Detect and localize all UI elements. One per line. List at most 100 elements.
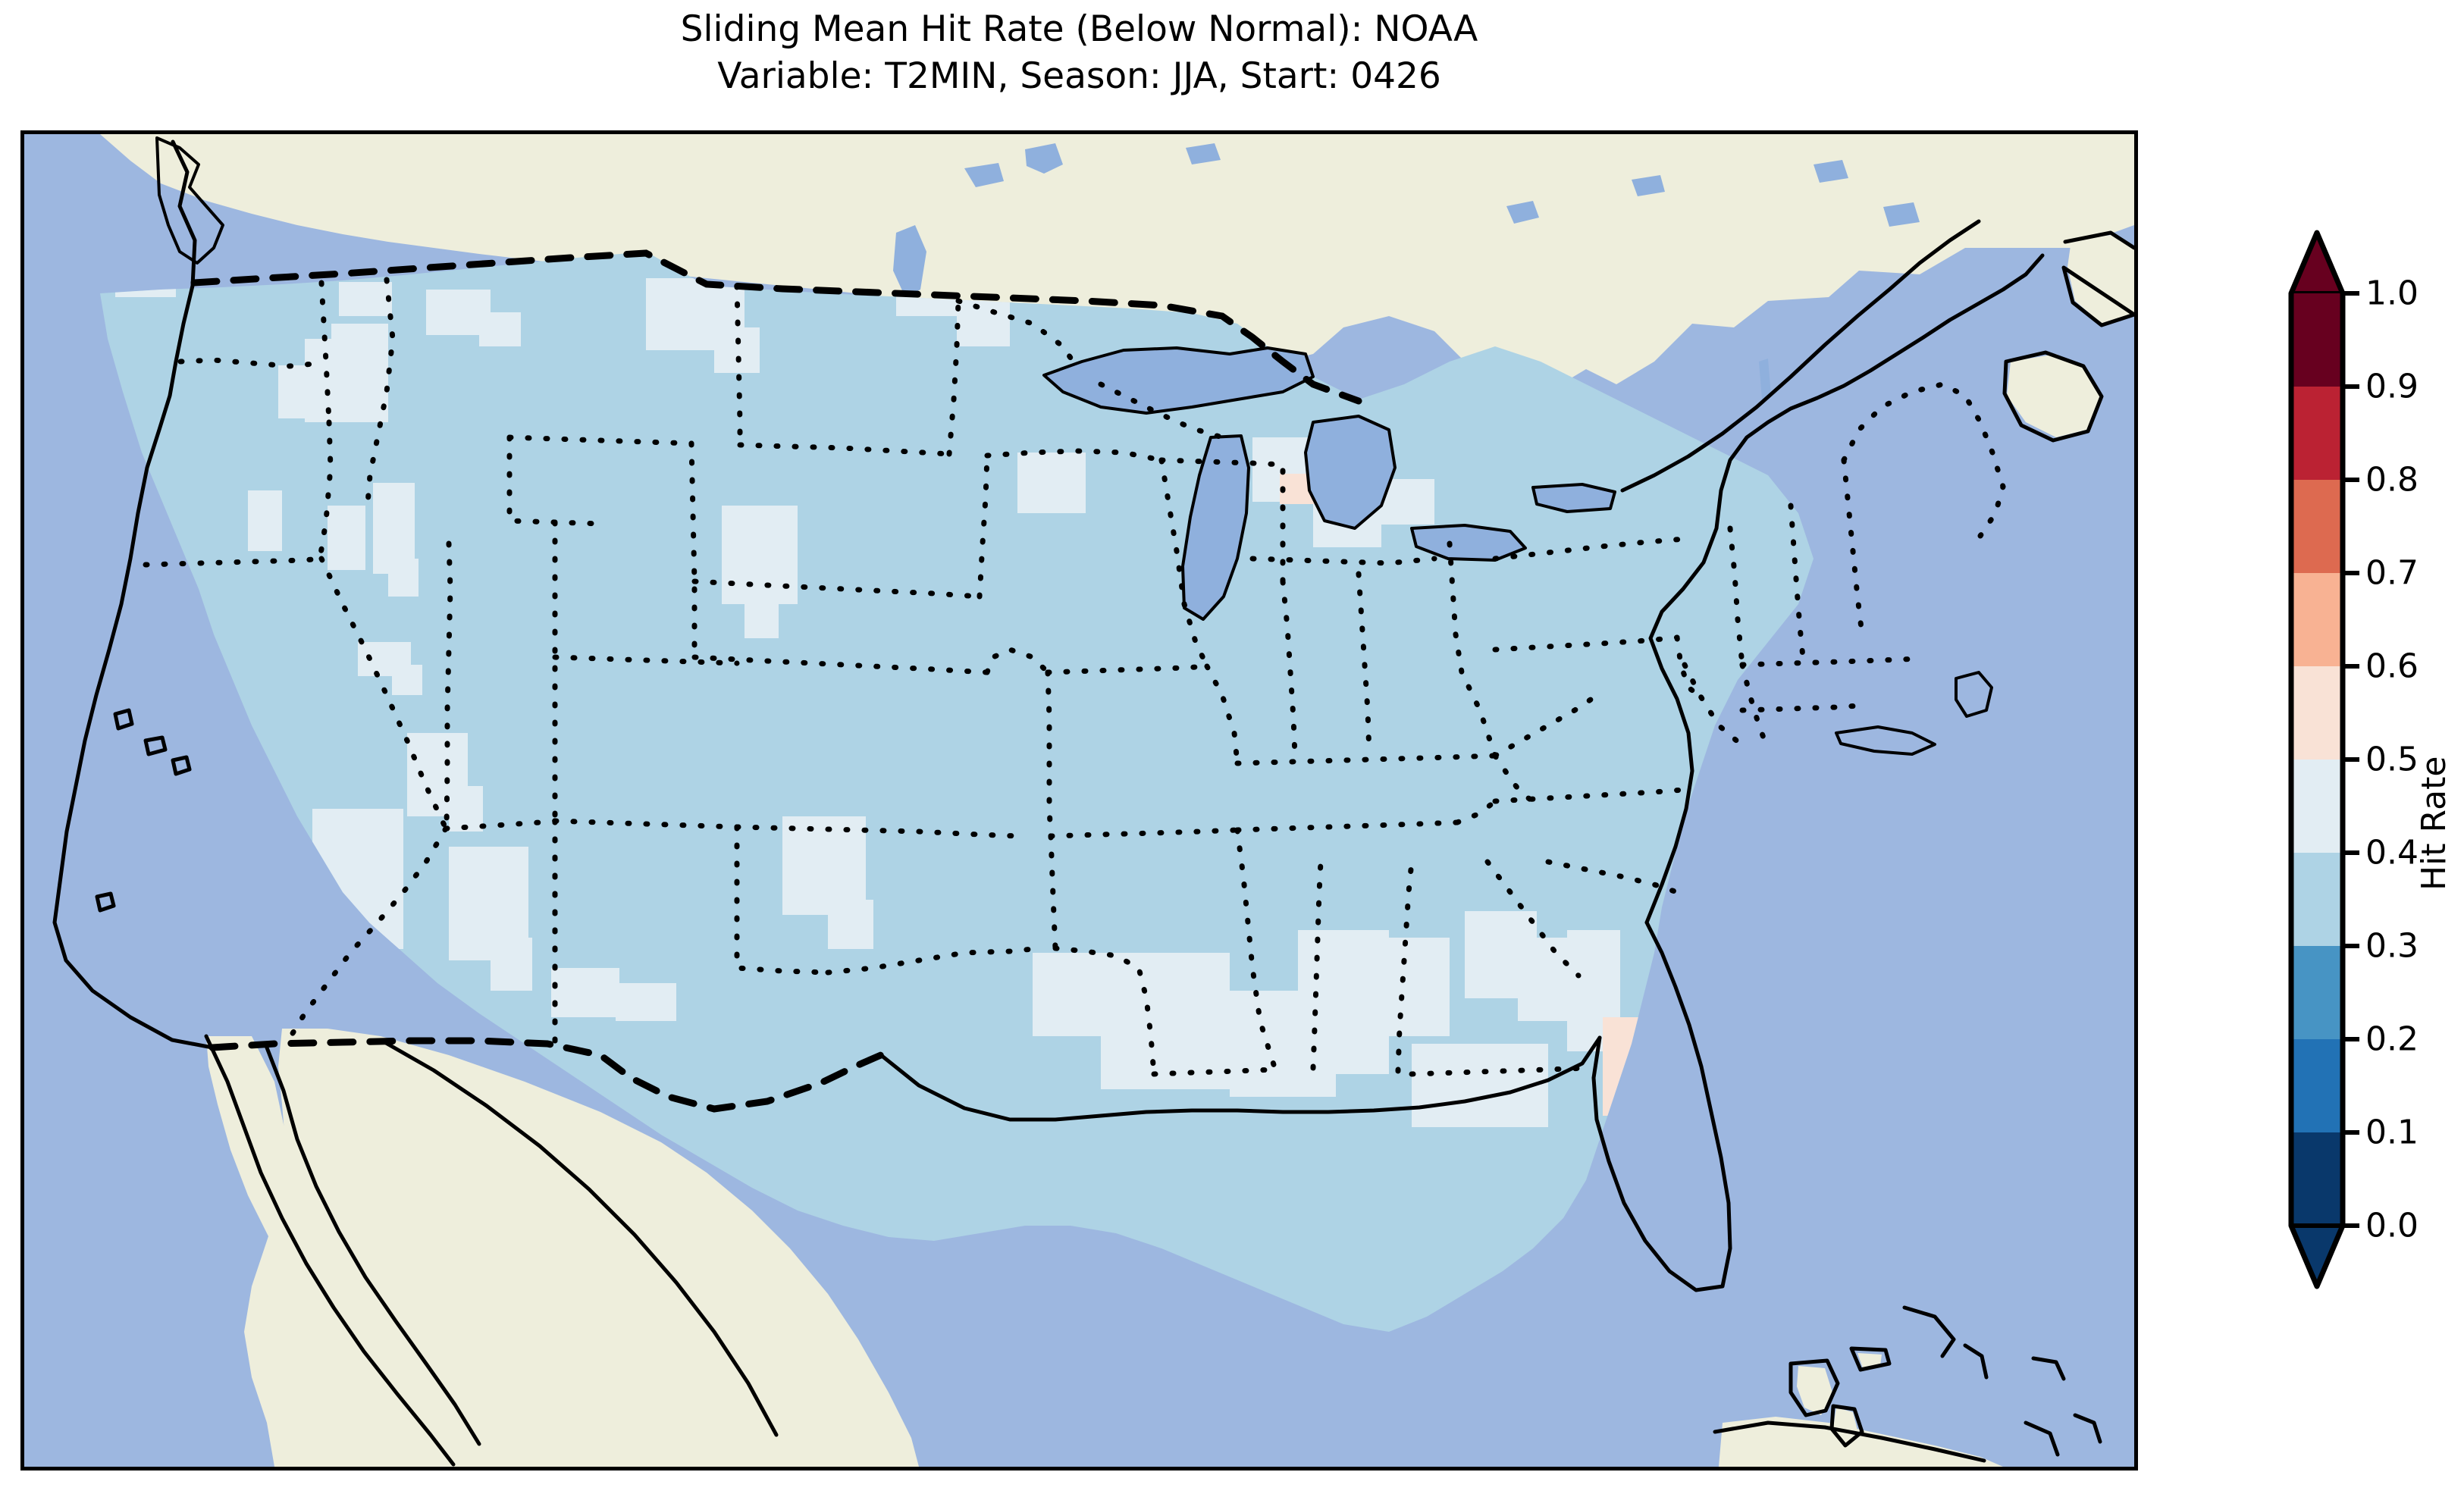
- colorbar-band: [2291, 387, 2343, 480]
- border-pa-md: [1492, 634, 1680, 653]
- colorbar-tick-label: 0.9: [2365, 367, 2419, 406]
- border-ct-ny: [1739, 703, 1862, 713]
- bahamas-islands: [1797, 1353, 1882, 1442]
- baja-peninsula: [206, 1036, 460, 1467]
- border-sd-ne: [691, 578, 983, 600]
- colorbar-axis-label: Hit Rate: [2415, 756, 2453, 891]
- border-wy-co: [552, 654, 740, 666]
- border-ne-ia-mo: [984, 647, 1051, 675]
- border-mi-wi-upper: [1098, 381, 1225, 440]
- colorbar-ticks: [2343, 291, 2359, 1228]
- border-nv-id-ut: [444, 540, 453, 828]
- newfoundland-coastline: [2061, 230, 2134, 327]
- baja-coastline: [204, 1034, 456, 1467]
- lake-of-woods: [1025, 143, 1063, 174]
- border-al-ga: [1395, 859, 1415, 1074]
- colorbar-tick-label: 0.1: [2365, 1113, 2419, 1152]
- border-id-wy: [506, 434, 603, 527]
- border-ar-la: [1151, 1066, 1278, 1077]
- border-or-ca: [143, 556, 324, 568]
- border-wa-or: [177, 357, 324, 369]
- map-panel[interactable]: [20, 130, 2138, 1471]
- border-mt-wy: [506, 434, 694, 446]
- border-ks-mo: [1045, 669, 1054, 839]
- border-id-mt: [364, 277, 396, 516]
- border-oh-wv-pa: [1447, 540, 1498, 759]
- border-tn-ms-al: [1234, 819, 1460, 833]
- colorbar-band: [2291, 1039, 2343, 1132]
- border-mo-ky-il: [1204, 663, 1240, 766]
- colorbar-tick-label: 1.0: [2365, 274, 2419, 313]
- colorbar-band: [2291, 573, 2343, 666]
- colorbar-band: [2291, 480, 2343, 573]
- border-mo-ar: [1048, 827, 1240, 839]
- colorbar-tick-label: 0.5: [2365, 740, 2419, 779]
- colorbar-extend-top: [2289, 230, 2345, 296]
- map-canvas: [24, 134, 2134, 1467]
- mexico-landmass: [244, 1029, 919, 1467]
- lake-winnipeg: [893, 225, 926, 297]
- colorbar-tick-label: 0.7: [2365, 553, 2419, 593]
- colorbar-tick-label: 0.3: [2365, 926, 2419, 966]
- foreign-land-layer: [100, 134, 2134, 1467]
- gulf-coastline: [879, 1035, 1602, 1122]
- border-wy-sd-ne: [688, 440, 698, 660]
- border-ms-al: [1310, 859, 1324, 1071]
- border-mn-ia-wi: [984, 448, 1165, 463]
- nova-scotia-coastline: [2002, 350, 2104, 443]
- title-line-2: Variable: T2MIN, Season: JJA, Start: 042…: [717, 55, 1441, 97]
- border-tn-nc: [1454, 798, 1498, 825]
- border-ky-tn: [1234, 753, 1498, 766]
- lake-erie: [1412, 525, 1525, 560]
- mexico-west-coast: [378, 1038, 779, 1437]
- colorbar-bands: [2288, 230, 2346, 1289]
- border-ky-va: [1492, 753, 1536, 804]
- border-wi-il: [1158, 457, 1286, 584]
- colorbar-tick-label: 0.0: [2365, 1206, 2419, 1245]
- border-nv-ut-az: [443, 818, 558, 832]
- border-nj-pa: [1682, 662, 1748, 751]
- nova-scotia: [2007, 354, 2102, 437]
- long-island-coastline: [1835, 725, 1936, 756]
- colorbar-tick-label: 0.6: [2365, 647, 2419, 686]
- border-pa-ny: [1492, 536, 1688, 562]
- border-md-va: [1674, 634, 1707, 702]
- st-lawrence-coastline: [1620, 219, 1981, 493]
- border-wv-va: [1492, 692, 1600, 759]
- border-in-oh: [1356, 571, 1372, 757]
- cuba-coastline: [1713, 1420, 1986, 1463]
- border-me-canada: [1841, 381, 2006, 539]
- colorbar[interactable]: 1.0 0.9 0.8 0.7 0.6 0.5 0.4 0.3 0.2 0.1 0.0 Hit Ra…: [2274, 125, 2456, 1368]
- gulf-of-california: [263, 1041, 481, 1446]
- us-canada-border: [190, 249, 1362, 405]
- border-nh-me: [1841, 457, 1865, 637]
- border-ga-fl: [1409, 1065, 1591, 1077]
- great-lakes-outline: [1042, 346, 1616, 621]
- colorbar-band: [2291, 1132, 2343, 1226]
- border-ia-il: [1158, 457, 1210, 669]
- page-title: Sliding Mean Hit Rate (Below Normal): NO…: [0, 6, 2158, 100]
- cuba-landmass: [1719, 1417, 2003, 1467]
- atlantic-coastline: [1644, 253, 2045, 925]
- border-mn-canada: [955, 298, 1081, 372]
- border-layer: [143, 249, 2006, 1113]
- border-il-in: [1280, 578, 1298, 759]
- border-co-nm: [552, 818, 740, 830]
- border-ok-ar: [1048, 833, 1058, 951]
- colorbar-tick-label: 0.2: [2365, 1019, 2419, 1059]
- lake-champlain: [1759, 359, 1771, 399]
- border-ny-nj: [1739, 662, 1771, 753]
- border-sd-mn-ia: [977, 453, 990, 600]
- border-ar-ms: [1234, 827, 1278, 1073]
- florida-coastline: [1591, 920, 1732, 1292]
- canada-landmass: [100, 134, 2134, 392]
- coastline-layer: [52, 136, 2134, 1467]
- colorbar-extend-bottom: [2289, 1223, 2345, 1289]
- border-sc-ga: [1484, 859, 1582, 979]
- border-mt-nd: [734, 283, 743, 448]
- colorbar-band: [2291, 293, 2343, 387]
- cape-cod-coastline: [1955, 671, 1993, 718]
- colorbar-band: [2291, 760, 2343, 853]
- colorbar-band: [2291, 946, 2343, 1039]
- bahamas-coastline: [1788, 1305, 2102, 1457]
